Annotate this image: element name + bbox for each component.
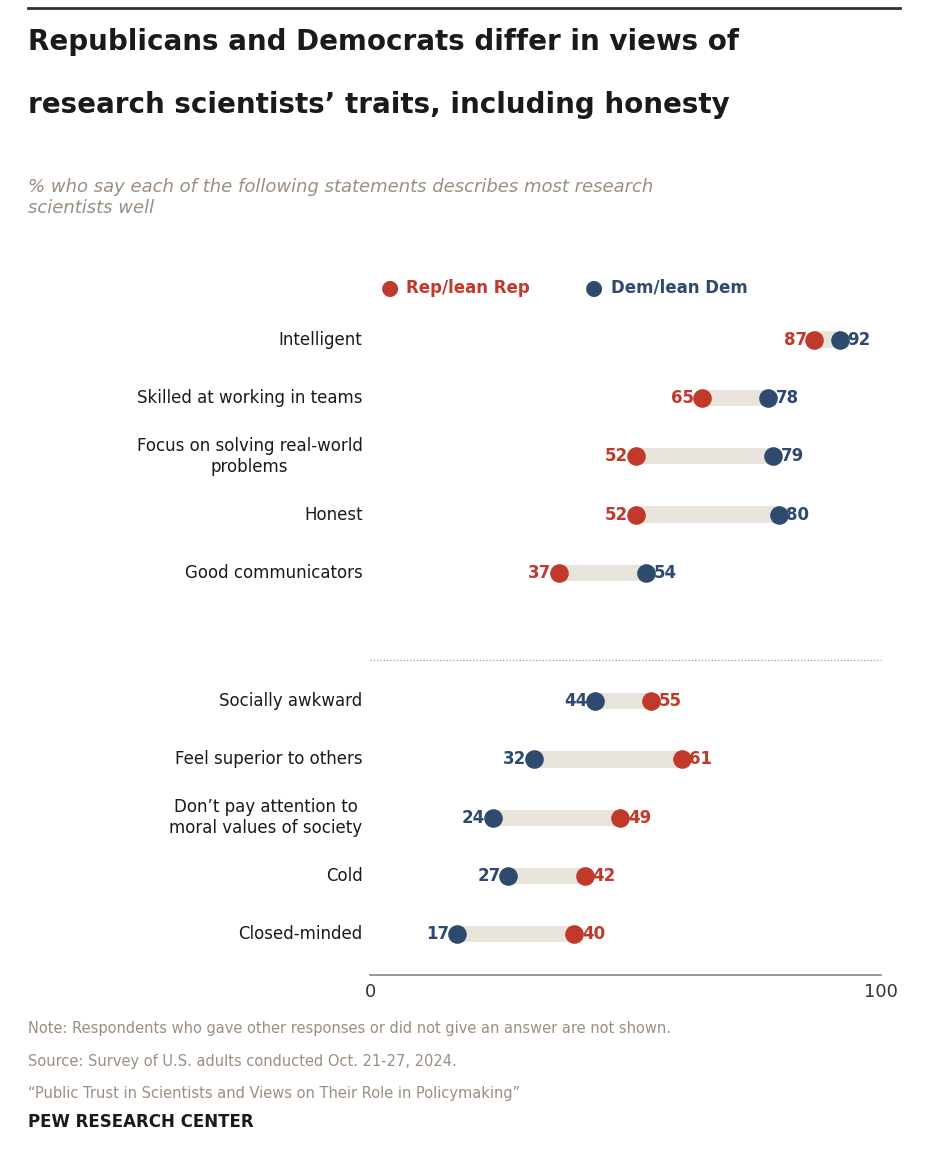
Point [643,692,658,711]
Point [501,867,515,885]
Text: 55: 55 [658,692,681,710]
Point [832,330,846,349]
Point [766,447,781,465]
Bar [594,692,651,710]
Text: 49: 49 [628,809,651,826]
Text: 65: 65 [670,389,693,407]
Text: Feel superior to others: Feel superior to others [175,750,362,769]
Bar [635,507,778,523]
Text: Dem/lean Dem: Dem/lean Dem [610,278,746,297]
Point [628,447,642,465]
Point [760,389,775,407]
Bar [457,927,574,943]
Text: Cold: Cold [325,867,362,885]
Point [450,926,464,944]
Text: 79: 79 [781,448,804,465]
Text: 32: 32 [502,750,526,769]
Point [673,750,688,769]
Bar [814,331,839,347]
Text: 52: 52 [604,448,628,465]
Text: Source: Survey of U.S. adults conducted Oct. 21-27, 2024.: Source: Survey of U.S. adults conducted … [28,1054,456,1069]
Point [485,809,500,827]
Text: 17: 17 [425,926,449,943]
Point [566,926,581,944]
Text: Focus on solving real-world
problems: Focus on solving real-world problems [136,437,362,475]
Point [526,750,540,769]
Text: 61: 61 [689,750,712,769]
Text: 40: 40 [581,926,604,943]
Point [577,867,591,885]
Point [806,330,821,349]
Text: ●: ● [380,278,399,298]
Point [638,563,653,582]
Text: ●: ● [584,278,603,298]
Text: research scientists’ traits, including honesty: research scientists’ traits, including h… [28,91,729,120]
Point [693,389,709,407]
Text: Republicans and Democrats differ in views of: Republicans and Democrats differ in view… [28,28,738,57]
Text: Closed-minded: Closed-minded [238,926,362,943]
Text: 87: 87 [782,331,806,349]
Bar [508,868,584,884]
Text: “Public Trust in Scientists and Views on Their Role in Policymaking”: “Public Trust in Scientists and Views on… [28,1086,519,1101]
Text: 27: 27 [476,867,500,885]
Point [770,505,785,524]
Text: 52: 52 [604,505,628,524]
Text: PEW RESEARCH CENTER: PEW RESEARCH CENTER [28,1112,253,1131]
Bar [635,448,773,464]
Text: Skilled at working in teams: Skilled at working in teams [137,389,362,407]
Text: Rep/lean Rep: Rep/lean Rep [406,278,529,297]
Point [613,809,628,827]
Point [587,692,602,711]
Text: 80: 80 [785,505,808,524]
Bar [702,390,768,406]
Bar [558,564,645,580]
Text: Honest: Honest [304,505,362,524]
Text: Socially awkward: Socially awkward [219,692,362,710]
Text: Good communicators: Good communicators [184,564,362,582]
Text: 54: 54 [653,564,676,582]
Text: Note: Respondents who gave other responses or did not give an answer are not sho: Note: Respondents who gave other respons… [28,1021,670,1036]
Text: 92: 92 [846,331,870,349]
Text: Don’t pay attention to
moral values of society: Don’t pay attention to moral values of s… [170,799,362,837]
Text: 37: 37 [527,564,551,582]
Point [628,505,642,524]
Text: 24: 24 [462,809,485,826]
Text: Intelligent: Intelligent [279,331,362,349]
Text: 78: 78 [775,389,798,407]
Text: 42: 42 [591,867,615,885]
Bar [533,751,680,767]
Point [551,563,565,582]
Bar [492,810,619,826]
Text: % who say each of the following statements describes most research
scientists we: % who say each of the following statemen… [28,178,653,217]
Text: 44: 44 [564,692,587,710]
